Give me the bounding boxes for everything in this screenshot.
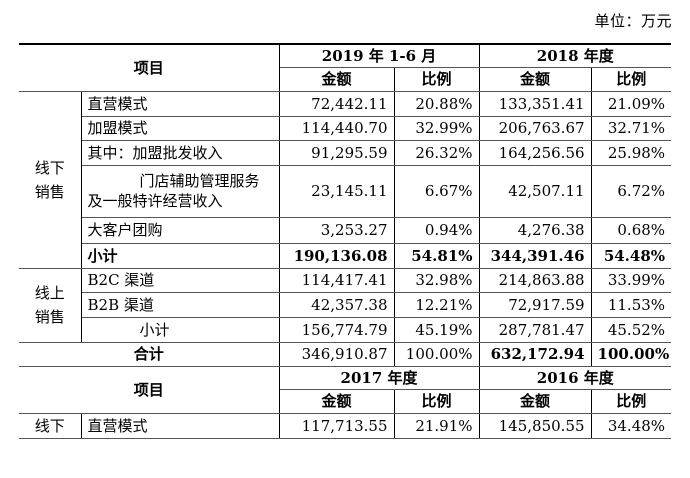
amount-cell: 42,507.11 (478, 164, 592, 218)
header-period-2017: 2017 年度 (278, 365, 480, 390)
amount-cell: 206,763.67 (478, 115, 592, 141)
header-ratio: 比例 (590, 66, 672, 92)
amount-cell: 3,253.27 (278, 216, 395, 244)
group-offline-sales: 线下销售 (34, 158, 65, 201)
ratio-cell: 54.81% (393, 242, 480, 269)
header-amount: 金额 (478, 66, 592, 92)
header-period-2019h1: 2019 年 1-6 月 (278, 43, 480, 68)
group-online-sales: 线上销售 (34, 284, 65, 326)
header-item: 项目 (19, 43, 280, 92)
table-row: 门店辅助管理服务及一般特许经营收入 23,145.11 6.67% 42,507… (19, 164, 672, 218)
amount-cell: 4,276.38 (478, 216, 592, 244)
total-row: 合计 346,910.87 100.00% 632,172.94 100.00% (19, 341, 672, 367)
ratio-cell: 12.21% (393, 291, 480, 318)
row-label: 门店辅助管理服务及一般特许经营收入 (81, 164, 280, 218)
amount-cell: 632,172.94 (478, 341, 592, 367)
amount-cell: 156,774.79 (278, 316, 395, 343)
amount-cell: 72,442.11 (278, 90, 395, 117)
ratio-cell: 32.71% (590, 115, 672, 141)
ratio-cell: 45.52% (590, 316, 672, 343)
header-row-periods: 项目 2019 年 1-6 月 2018 年度 (19, 43, 672, 92)
table-row: 加盟模式 114,440.70 32.99% 206,763.67 32.71% (19, 115, 672, 141)
header-period-2018: 2018 年度 (478, 43, 672, 68)
ratio-cell: 25.98% (590, 139, 672, 166)
amount-cell: 214,863.88 (478, 267, 592, 293)
table-row: 线上销售 B2C 渠道 114,417.41 32.98% 214,863.88… (19, 267, 672, 343)
table-row: B2B 渠道 42,357.38 12.21% 72,917.59 11.53% (19, 291, 672, 318)
header-amount: 金额 (478, 388, 592, 414)
subtotal-label: 小计 (81, 242, 280, 269)
header-ratio: 比例 (590, 388, 672, 414)
ratio-cell: 32.98% (393, 267, 480, 293)
ratio-cell: 0.68% (590, 216, 672, 244)
header-period-2016: 2016 年度 (478, 365, 672, 390)
amount-cell: 114,417.41 (278, 267, 395, 293)
row-label: 直营模式 (80, 90, 280, 117)
amount-cell: 117,713.55 (278, 412, 395, 439)
ratio-cell: 54.48% (590, 242, 672, 269)
ratio-cell: 21.91% (393, 412, 480, 439)
ratio-cell: 6.67% (393, 164, 480, 218)
ratio-cell: 0.94% (393, 216, 480, 244)
table-row: 线下销售 直营模式 72,442.11 20.88% 133,351.41 21… (19, 90, 672, 269)
row-label: 加盟模式 (81, 115, 280, 141)
header-ratio: 比例 (393, 388, 480, 414)
ratio-cell: 6.72% (590, 164, 672, 218)
group-offline: 线下 (19, 412, 82, 439)
amount-cell: 145,850.55 (478, 412, 592, 439)
ratio-cell: 100.00% (590, 341, 672, 367)
amount-cell: 114,440.70 (278, 115, 395, 141)
row-label: 大客户团购 (81, 216, 280, 244)
amount-cell: 72,917.59 (478, 291, 592, 318)
header-row-columns: 金额 比例 金额 比例 (19, 388, 672, 414)
ratio-cell: 32.99% (393, 115, 480, 141)
table-row: 大客户团购 3,253.27 0.94% 4,276.38 0.68% (19, 216, 672, 244)
amount-cell: 164,256.56 (478, 139, 592, 166)
header-item: 项目 (19, 365, 280, 414)
amount-cell: 42,357.38 (278, 291, 395, 318)
subtotal-row: 小计 156,774.79 45.19% 287,781.47 45.52% (19, 316, 672, 343)
ratio-cell: 11.53% (590, 291, 672, 318)
revenue-table: 项目 2019 年 1-6 月 2018 年度 金额 比例 金额 比例 线下销售… (19, 43, 672, 439)
ratio-cell: 26.32% (393, 139, 480, 166)
row-label: B2B 渠道 (81, 291, 280, 318)
total-label: 合计 (19, 341, 280, 367)
ratio-cell: 20.88% (393, 90, 480, 117)
row-label: 直营模式 (80, 412, 280, 439)
amount-cell: 91,295.59 (278, 139, 395, 166)
amount-cell: 346,910.87 (278, 341, 395, 367)
amount-cell: 23,145.11 (278, 164, 395, 218)
amount-cell: 190,136.08 (278, 242, 395, 269)
ratio-cell: 34.48% (590, 412, 672, 439)
header-ratio: 比例 (393, 66, 480, 92)
subtotal-label: 小计 (81, 316, 280, 343)
header-amount: 金额 (279, 388, 395, 414)
ratio-cell: 45.19% (393, 316, 480, 343)
amount-cell: 287,781.47 (478, 316, 592, 343)
table-row: 线下 直营模式 117,713.55 21.91% 145,850.55 34.… (19, 412, 672, 439)
header-row-periods: 项目 2017 年度 2016 年度 (19, 365, 672, 414)
amount-cell: 344,391.46 (478, 242, 592, 269)
row-label: 其中：加盟批发收入 (81, 139, 280, 166)
ratio-cell: 33.99% (590, 267, 672, 293)
amount-cell: 133,351.41 (478, 90, 592, 117)
header-amount: 金额 (279, 66, 395, 92)
ratio-cell: 21.09% (590, 90, 672, 117)
table-row: 其中：加盟批发收入 91,295.59 26.32% 164,256.56 25… (19, 139, 672, 166)
subtotal-row: 小计 190,136.08 54.81% 344,391.46 54.48% (19, 242, 672, 269)
ratio-cell: 100.00% (393, 341, 480, 367)
row-label: B2C 渠道 (80, 267, 280, 293)
unit-label: 单位：万元 (594, 12, 672, 30)
